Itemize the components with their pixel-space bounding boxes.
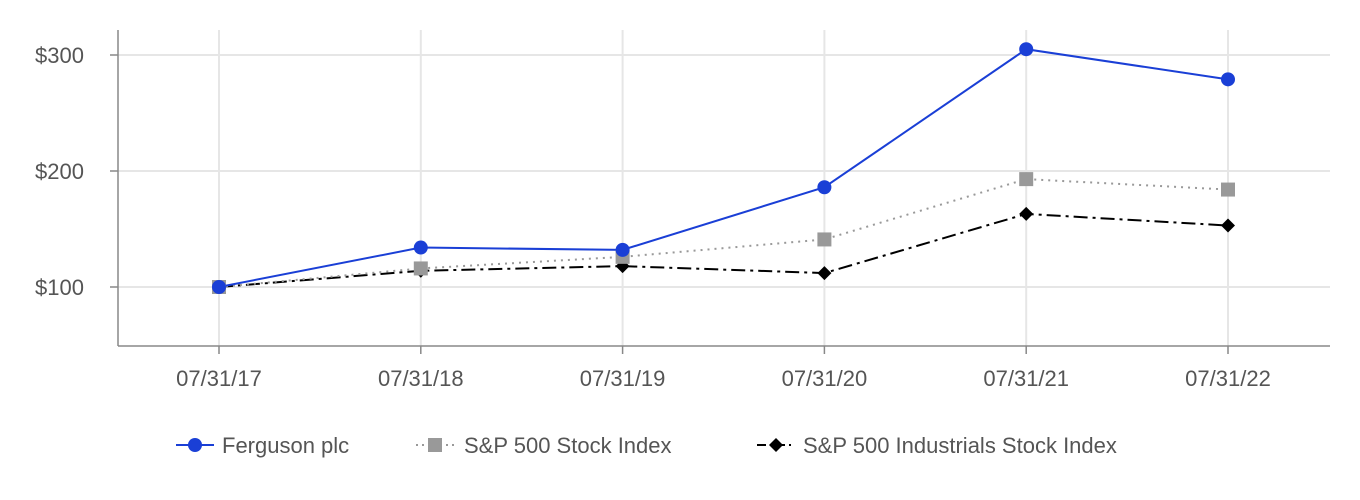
series-markers — [212, 42, 1235, 294]
data-point — [1019, 172, 1034, 187]
data-point — [615, 242, 630, 257]
y-tick-label: $300 — [35, 43, 84, 68]
grid — [118, 30, 1330, 346]
y-tick-label: $100 — [35, 275, 84, 300]
data-point — [1221, 72, 1235, 87]
legend: Ferguson plc S&P 500 Stock Index S&P 500 I… — [176, 433, 1117, 458]
y-tick-label: $200 — [35, 159, 84, 184]
legend-item: S&P 500 Industrials Stock Index — [757, 433, 1117, 458]
series-line — [218, 212, 1229, 288]
legend-item: S&P 500 Stock Index — [416, 433, 672, 458]
series-line — [218, 178, 1229, 288]
x-tick-label: 07/31/18 — [378, 366, 464, 391]
data-point — [817, 266, 832, 281]
data-point — [212, 280, 226, 294]
legend-item: Ferguson plc — [176, 433, 349, 458]
legend-marker — [428, 438, 442, 452]
legend-label: S&P 500 Stock Index — [464, 433, 672, 458]
data-point — [817, 180, 832, 195]
x-tick-label: 07/31/17 — [176, 366, 262, 391]
x-tick-label: 07/31/21 — [983, 366, 1069, 391]
axes: $100 $200 $300 07/31/17 07/31/18 07/31/19 07/3… — [35, 30, 1330, 391]
legend-marker — [188, 438, 202, 452]
data-point — [1019, 206, 1034, 221]
data-point — [413, 261, 428, 276]
data-point — [1019, 42, 1034, 57]
data-point — [1221, 182, 1235, 197]
legend-label: S&P 500 Industrials Stock Index — [803, 433, 1117, 458]
legend-marker — [769, 438, 783, 452]
legend-label: Ferguson plc — [222, 433, 349, 458]
x-tick-label: 07/31/20 — [782, 366, 868, 391]
x-tick-label: 07/31/22 — [1185, 366, 1271, 391]
data-point — [817, 232, 832, 247]
data-point — [413, 240, 428, 255]
series-line — [218, 48, 1229, 288]
series-lines — [218, 48, 1229, 288]
data-point — [1221, 218, 1235, 233]
x-tick-label: 07/31/19 — [580, 366, 666, 391]
